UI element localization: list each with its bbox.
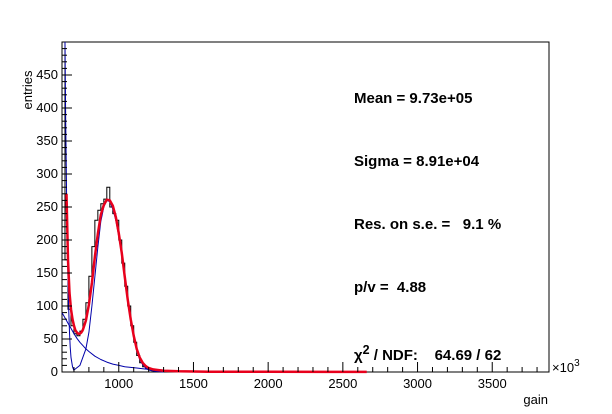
fit-curves <box>61 41 367 374</box>
fit-exponential-curve <box>64 41 75 371</box>
stat-chi2-ndf: χ2 / NDF: 64.69 / 62 <box>354 340 502 364</box>
axes: 0 50 100 150 200 250 300 350 400 450 1000 1500 2000 2… <box>36 48 538 391</box>
x-axis-multiplier-base: ×10 <box>552 360 574 375</box>
y-tick-label: 100 <box>36 298 58 313</box>
x-tick-label: 1500 <box>179 376 208 391</box>
chi-symbol: χ <box>354 347 363 364</box>
x-tick-label: 1000 <box>104 376 133 391</box>
y-tick-label: 50 <box>44 331 58 346</box>
stat-peak-valley: p/v = 4.88 <box>354 279 427 296</box>
x-tick-label: 3500 <box>478 376 507 391</box>
x-tick-label: 2500 <box>328 376 357 391</box>
fit-total-curve <box>65 193 367 374</box>
x-axis-label: gain <box>523 392 548 407</box>
y-tick-label: 200 <box>36 232 58 247</box>
x-axis-multiplier: ×103 <box>552 358 580 375</box>
y-tick-label: 250 <box>36 199 58 214</box>
histogram-outline <box>61 41 197 373</box>
x-tick-label: 3000 <box>403 376 432 391</box>
x-axis-multiplier-exponent: 3 <box>574 358 580 369</box>
y-tick-label: 400 <box>36 100 58 115</box>
stat-resolution: Res. on s.e. = 9.1 % <box>354 216 502 233</box>
y-axis-label: entries <box>20 70 35 110</box>
stats-box: Mean = 9.73e+05 Sigma = 8.91e+04 Res. on… <box>354 46 501 382</box>
x-tick-label: 2000 <box>254 376 283 391</box>
y-tick-label: 300 <box>36 166 58 181</box>
y-tick-label: 450 <box>36 67 58 82</box>
chi-sup: 2 <box>362 343 370 357</box>
y-tick-label: 0 <box>51 364 58 379</box>
fit-background-curve <box>61 312 164 371</box>
stat-mean: Mean = 9.73e+05 <box>354 90 473 107</box>
y-tick-label: 150 <box>36 265 58 280</box>
y-tick-label: 350 <box>36 133 58 148</box>
stat-sigma: Sigma = 8.91e+04 <box>354 153 480 170</box>
histogram <box>61 41 197 373</box>
chi-value: / NDF: 64.69 / 62 <box>369 347 502 364</box>
